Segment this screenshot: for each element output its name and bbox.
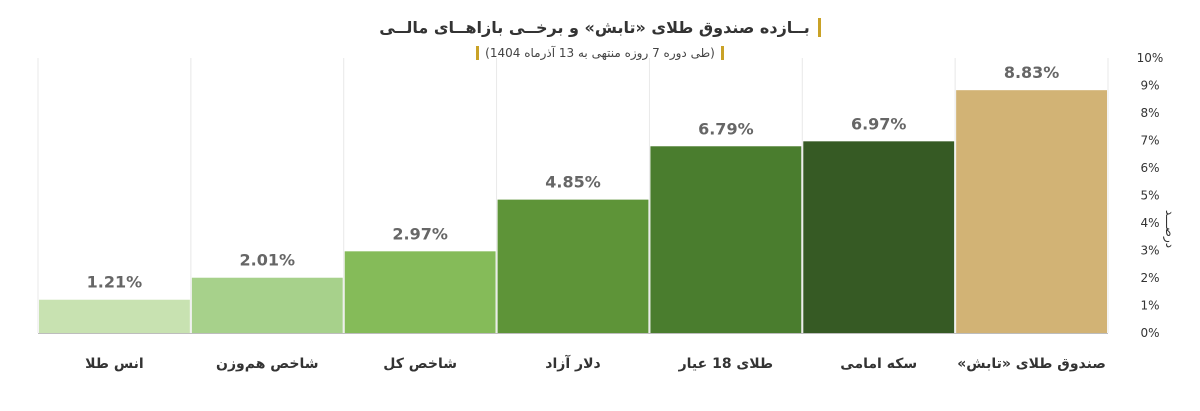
y-tick-label: 1% [1140, 299, 1159, 313]
y-tick-label: 10% [1137, 51, 1164, 65]
data-label: 6.79% [698, 119, 754, 138]
category-label: صندوق طلای «تابش» [957, 356, 1106, 372]
data-label: 2.97% [392, 224, 448, 243]
category-label: سکه امامی [840, 356, 917, 372]
y-tick-label: 6% [1140, 161, 1159, 175]
bar [803, 141, 955, 333]
y-tick-label: 3% [1140, 244, 1159, 258]
y-tick-label: 5% [1140, 189, 1159, 203]
category-label: انس طلا [85, 356, 144, 372]
category-label: شاخص هم‌وزن [216, 356, 318, 372]
y-tick-label: 4% [1140, 216, 1159, 230]
data-label: 1.21% [87, 273, 143, 292]
data-label: 4.85% [545, 173, 601, 192]
subtitle-container: (طی دوره 7 روزه منتهی به 13 آذرماه 1404) [0, 42, 1200, 61]
bar [956, 90, 1107, 333]
y-tick-label: 0% [1140, 326, 1159, 340]
y-tick-label: 7% [1140, 134, 1159, 148]
chart-title: بــازده صندوق طلای «تابش» و برخــی بازاه… [379, 18, 821, 37]
data-label: 2.01% [240, 251, 296, 270]
y-tick-label: 8% [1140, 106, 1159, 120]
y-tick-label: 2% [1140, 271, 1159, 285]
bar [39, 299, 190, 333]
chart-subtitle: (طی دوره 7 روزه منتهی به 13 آذرماه 1404) [476, 46, 724, 60]
bar [650, 146, 802, 333]
title-container: بــازده صندوق طلای «تابش» و برخــی بازاه… [0, 18, 1200, 37]
data-label: 8.83% [1004, 63, 1060, 82]
bar [344, 251, 496, 333]
bar [497, 199, 649, 333]
y-axis-label: درصـــد [1163, 209, 1177, 249]
category-label: دلار آزاد [545, 354, 600, 372]
category-label: طلای 18 عیار [678, 356, 773, 372]
category-label: شاخص کل [383, 356, 457, 372]
data-label: 6.97% [851, 114, 907, 133]
y-tick-label: 9% [1140, 79, 1159, 93]
bar [191, 277, 343, 333]
